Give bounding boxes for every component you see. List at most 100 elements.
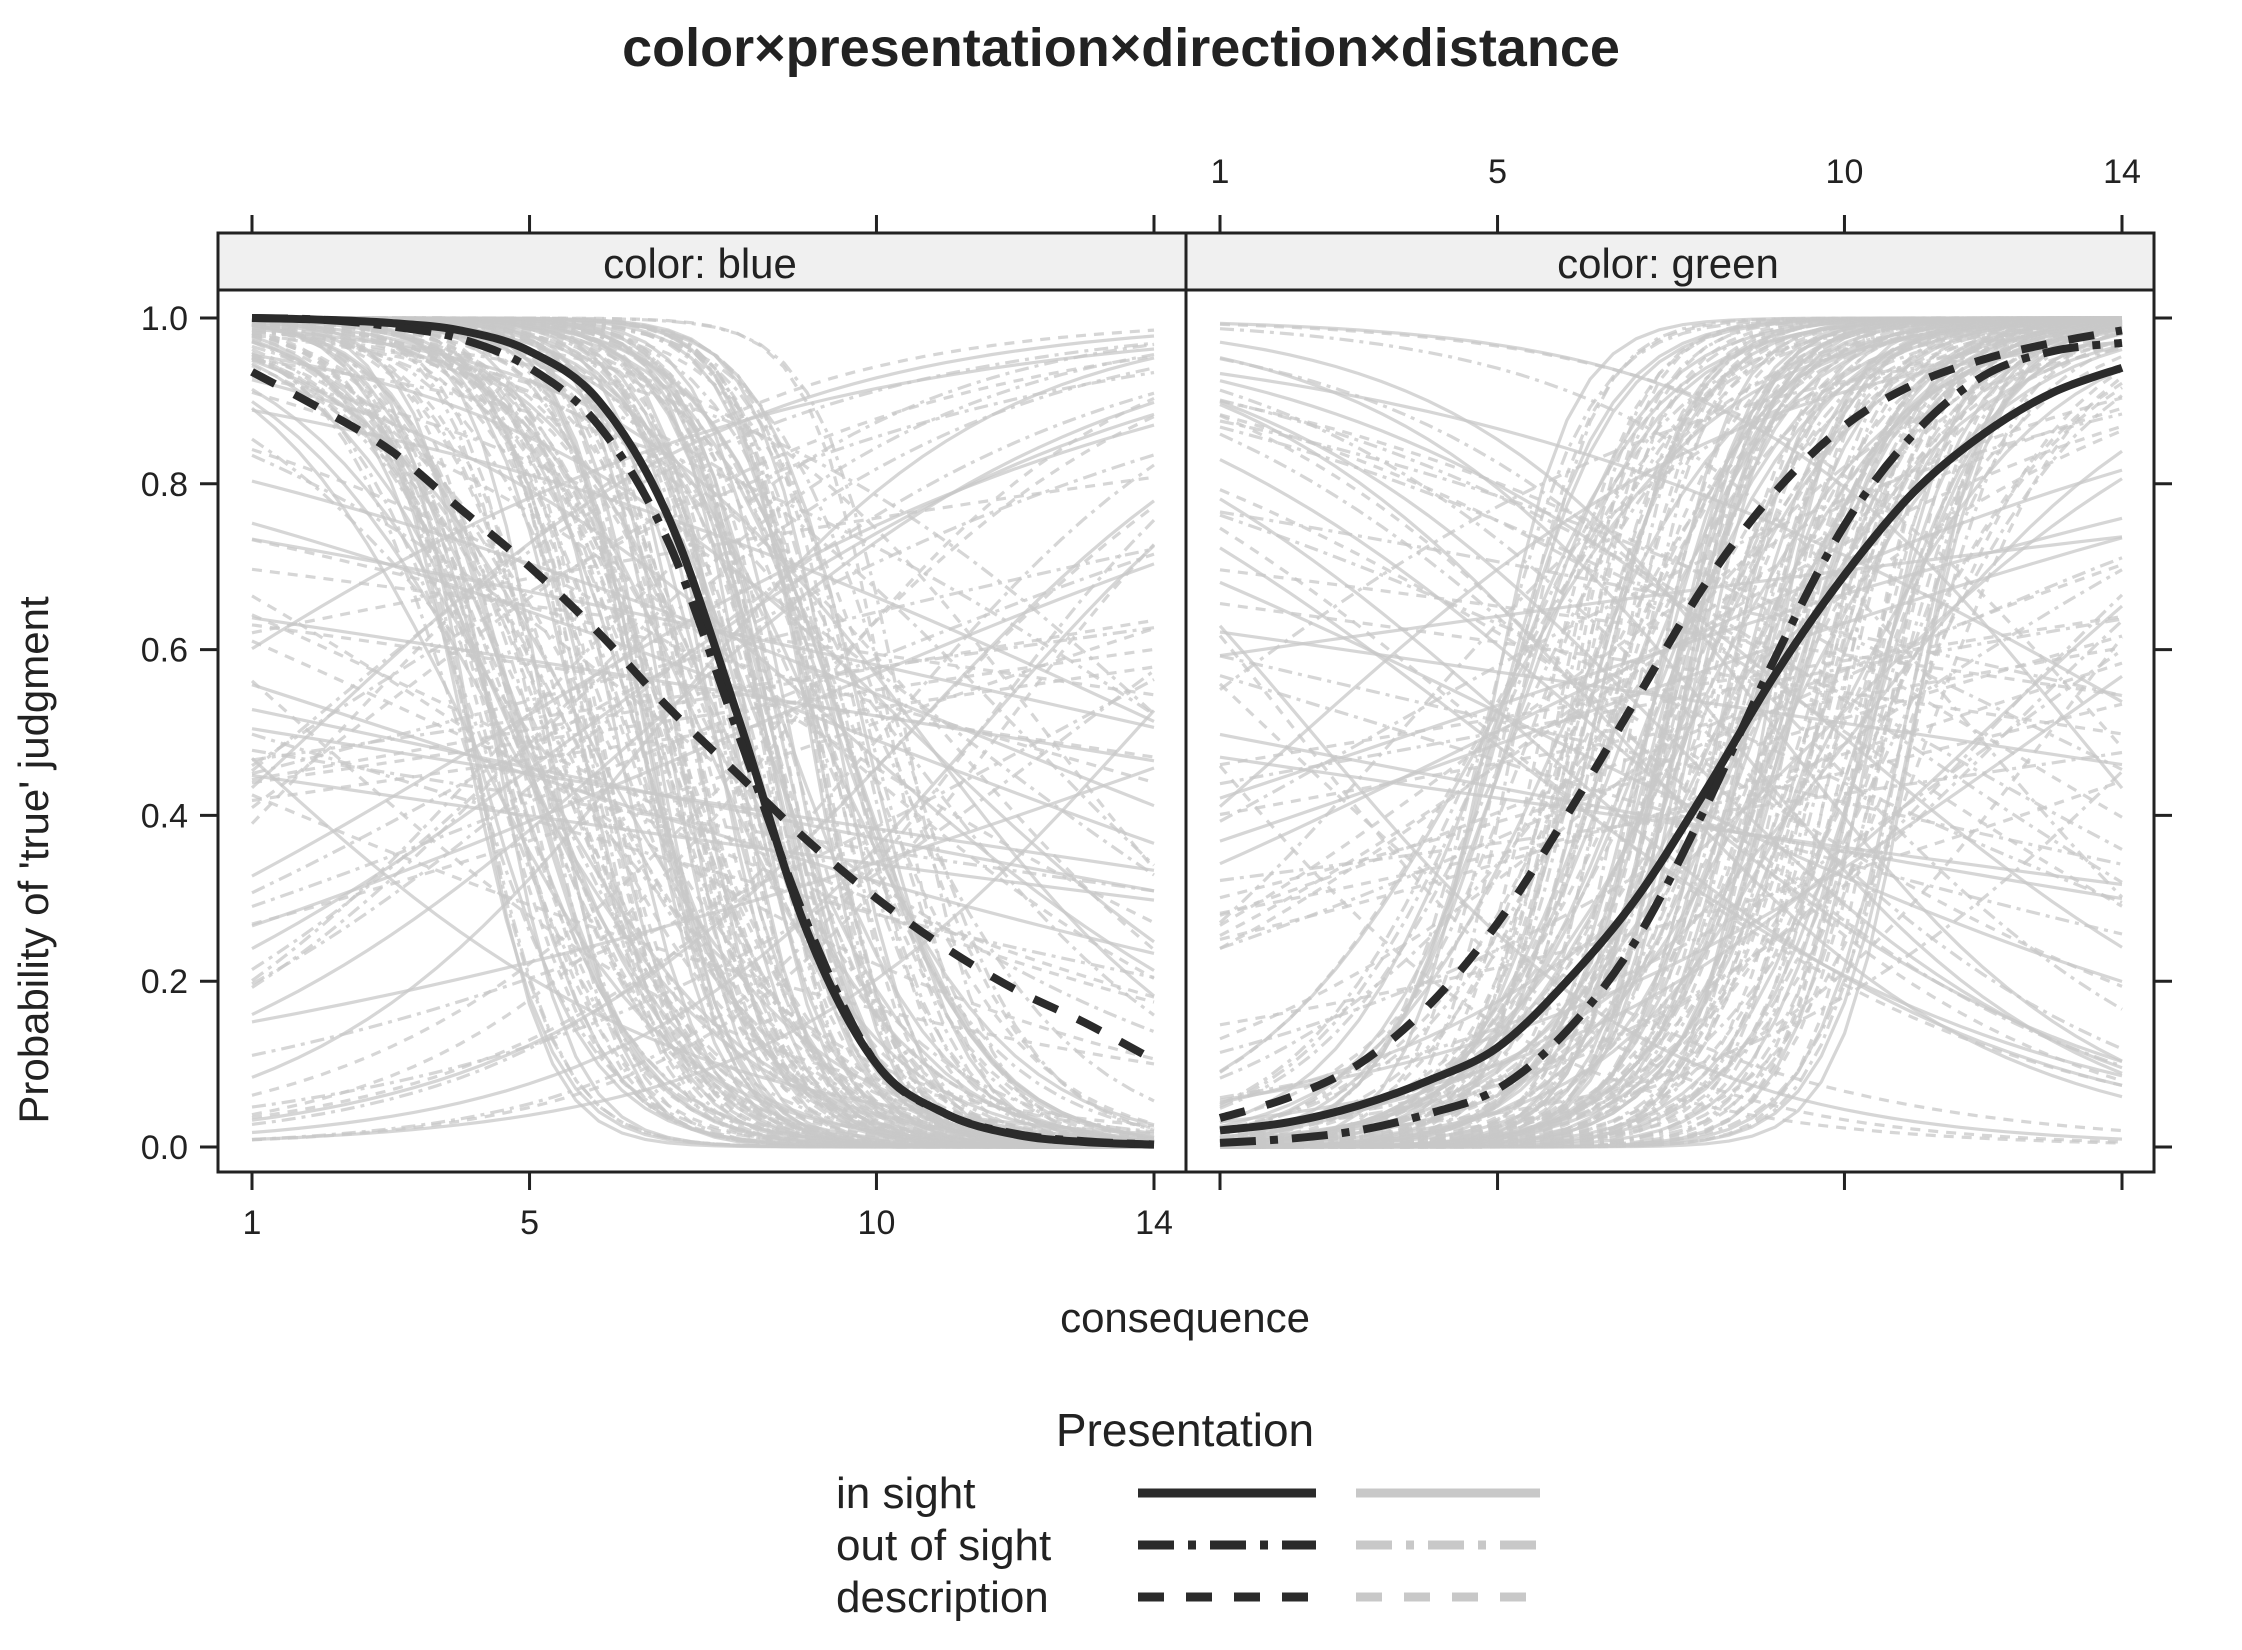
strip-label-blue: color: blue — [603, 240, 797, 287]
background-curve — [251, 437, 1155, 1134]
background-curve — [251, 396, 1155, 1117]
background-curve — [251, 453, 1155, 1034]
background-curve — [1219, 617, 2123, 786]
background-curve — [1218, 331, 2123, 924]
background-curve — [251, 408, 1155, 723]
x-tick-label: 5 — [1488, 153, 1507, 191]
y-tick-label: 0.2 — [141, 963, 188, 1001]
background-curve — [251, 544, 1156, 1135]
x-tick-label: 10 — [1826, 153, 1864, 191]
background-curve — [251, 334, 1155, 1149]
background-curve — [1219, 449, 2123, 1133]
series-line-in-sight — [251, 314, 1155, 1149]
background-curve — [1219, 319, 2123, 1131]
x-tick-label: 14 — [1135, 1204, 1173, 1242]
background-curve — [1219, 357, 2123, 1011]
background-curve — [251, 355, 1155, 809]
background-curve — [250, 341, 1155, 773]
background-curve — [1219, 316, 2122, 1145]
background-curve — [251, 594, 1155, 1061]
background-curve — [1219, 755, 2123, 887]
background-curve — [1219, 414, 2123, 1083]
background-curve — [1219, 432, 2123, 1068]
background-curve — [1219, 419, 2123, 771]
background-curve — [251, 347, 1155, 1149]
x-axis-label: consequence — [1060, 1294, 1310, 1341]
background-curve — [251, 748, 1155, 893]
y-tick-label: 1.0 — [141, 300, 188, 338]
background-curve — [251, 562, 1155, 928]
background-curve — [251, 505, 1155, 1120]
background-curve — [1219, 488, 2123, 988]
background-curve — [1218, 682, 2123, 1133]
background-curve — [251, 453, 1155, 895]
background-curve — [1219, 732, 2123, 901]
background-curve — [1219, 458, 2123, 1064]
background-curve — [1219, 317, 2123, 1108]
legend-title: Presentation — [1056, 1404, 1314, 1456]
background-curve — [251, 330, 1156, 716]
background-curve — [251, 353, 1155, 989]
background-curve — [251, 447, 1155, 925]
background-curve — [1219, 648, 2123, 1100]
background-curve — [1219, 568, 2123, 1055]
background-curve — [1219, 536, 2123, 843]
background-curve — [1219, 674, 2123, 1102]
background-curve — [1218, 764, 2123, 1145]
background-curve — [251, 626, 1155, 762]
background-curve — [1219, 568, 2123, 697]
background-curve — [251, 364, 1155, 1144]
background-curve — [1219, 619, 2124, 1130]
background-curve — [250, 757, 1155, 1136]
background-curve — [1219, 661, 2123, 941]
y-axis-label: Probability of 'true' judgment — [10, 596, 57, 1124]
background-curve — [251, 333, 1156, 867]
background-curve — [251, 538, 1155, 784]
background-curve — [251, 463, 1155, 1126]
y-tick-label: 0.8 — [141, 466, 188, 504]
panel-frames — [216, 231, 2156, 1174]
background-curve — [1218, 624, 2123, 1141]
y-tick-label: 0.0 — [141, 1129, 188, 1167]
legend: Presentation in sight out of sight descr… — [836, 1404, 1540, 1622]
background-curve — [1219, 316, 2123, 1149]
background-curve — [252, 316, 1155, 1148]
background-curve — [1219, 400, 2123, 1070]
background-curve — [251, 475, 1155, 635]
background-curve — [1218, 340, 2123, 808]
panel-blue — [250, 314, 1156, 1149]
background-curve — [251, 766, 1155, 1024]
background-curve — [1219, 425, 2123, 851]
background-curve — [250, 328, 1155, 825]
background-curve — [251, 347, 1155, 651]
series-line-in-sight — [1219, 363, 2124, 1135]
background-curve — [1219, 546, 2123, 1078]
series-curves-green — [1218, 326, 2124, 1147]
axis-ticks: 1 1 5 5 10 10 14 14 0.0 0.2 0.4 0.6 0.8 1.0 — [141, 153, 2172, 1242]
background-curves-green — [1218, 316, 2124, 1149]
legend-label-in-sight: in sight — [836, 1469, 975, 1518]
background-curve — [251, 623, 1155, 759]
strip-label-green: color: green — [1557, 240, 1779, 287]
background-curve — [1219, 340, 2123, 691]
background-curve — [1219, 636, 2124, 1145]
background-curve — [251, 665, 1155, 803]
background-curve — [1219, 556, 2123, 950]
background-curve — [1219, 356, 2123, 1075]
background-curve — [251, 334, 1156, 951]
background-curve — [1219, 526, 2123, 1087]
background-curve — [251, 342, 1155, 982]
series-line-out-of-sight — [1219, 338, 2123, 1147]
background-curve — [251, 547, 1155, 776]
background-curve — [251, 543, 1156, 1142]
background-curve — [251, 616, 1155, 763]
background-curve — [1219, 513, 2123, 904]
background-curve — [251, 400, 1155, 1017]
background-curves-blue — [250, 316, 1156, 1149]
background-curve — [1219, 634, 2123, 900]
background-curve — [1219, 646, 2123, 817]
background-curve — [1219, 321, 2123, 1140]
x-tick-label: 1 — [1211, 153, 1230, 191]
background-curve — [251, 678, 1155, 1057]
